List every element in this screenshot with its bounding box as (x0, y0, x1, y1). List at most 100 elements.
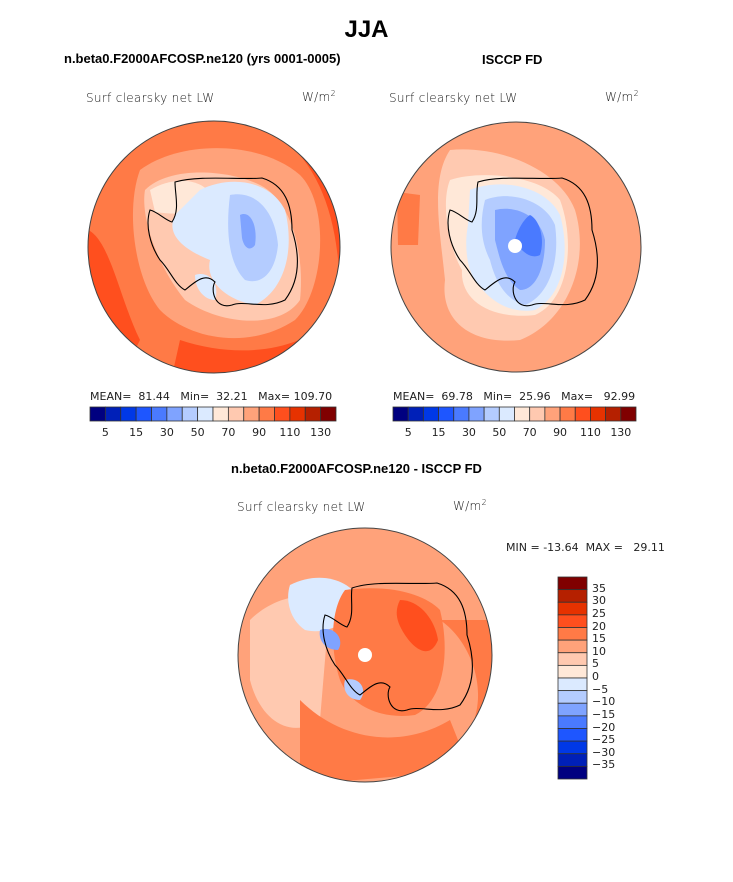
panel3-variable-label: Surf clearsky net LW (237, 500, 366, 514)
panel2-title: ISCCP FD (482, 52, 543, 67)
colorbar-3-tick-label: 0 (592, 670, 599, 683)
main-title: JJA (344, 16, 389, 43)
colorbar-3-box (557, 664, 588, 679)
colorbar-2-box (468, 406, 485, 422)
colorbar-1-tick-label: 110 (279, 426, 301, 439)
map1-coastline (147, 177, 298, 307)
colorbar-1-box (289, 406, 306, 422)
panel2-units-label: W/m2 (605, 89, 639, 104)
colorbar-2-box (544, 406, 561, 422)
colorbar-1-tick-label: 90 (252, 426, 267, 439)
colorbar-3-tick-label: 15 (592, 632, 606, 646)
colorbar-1-box (197, 406, 214, 422)
panel1-stats: MEAN= 81.44 Min= 32.21 Max= 109.70 (90, 390, 333, 403)
colorbar-2-box (590, 406, 607, 422)
colorbar-2-box (422, 406, 439, 422)
colorbar-3-tick-label: 35 (592, 581, 606, 595)
map2-region-west-high (397, 192, 420, 245)
colorbar-2-box (620, 406, 637, 422)
colorbar-1-box (89, 406, 106, 422)
panel3-units-label: W/m2 (453, 498, 487, 513)
map2-boundary (390, 121, 642, 373)
colorbar-2-box (392, 406, 409, 422)
panel3-title: n.beta0.F2000AFCOSP.ne120 - ISCCP FD (231, 461, 482, 476)
colorbar-3-box (557, 765, 588, 780)
colorbar-1-box (304, 406, 322, 422)
colorbar-1-tick-label: 30 (159, 426, 174, 439)
colorbar-2-box (529, 406, 546, 422)
colorbar-3-tick-label: 10 (592, 644, 606, 658)
colorbar-2-box (574, 406, 591, 422)
map3-region-south (300, 700, 470, 782)
colorbar-3-box (557, 576, 588, 591)
colorbar-3 (557, 576, 588, 780)
colorbar-2-tick-label: 15 (431, 426, 446, 439)
colorbar-2-tick-label: 70 (522, 426, 537, 439)
colorbar-1-box (120, 406, 137, 422)
colorbar-3-box (557, 740, 588, 755)
colorbar-2-box (438, 406, 455, 422)
colorbar-1-box (166, 406, 183, 422)
colorbar-2-box (407, 406, 424, 422)
colorbar-3-tick-label: 25 (592, 606, 606, 620)
colorbar-2-tick-label: 130 (610, 426, 632, 439)
colorbar-2-tick-label: 5 (404, 426, 412, 439)
map1-region-dome (240, 214, 256, 249)
colorbar-3-box (557, 702, 588, 717)
map3-region-east (440, 620, 492, 730)
colorbar-2-box (605, 406, 622, 422)
map3-pole-missing (358, 648, 372, 662)
panel2-stats: MEAN= 69.78 Min= 25.96 Max= 92.99 (393, 390, 636, 403)
colorbar-1-box (243, 406, 260, 422)
colorbar-3-box (557, 601, 588, 616)
colorbar-2 (392, 406, 637, 422)
colorbar-1-box (227, 406, 245, 422)
colorbar-3-tick-label: −35 (592, 758, 616, 772)
panel3-stats: MIN = -13.64 MAX = 29.11 (506, 541, 665, 554)
map1-field (88, 121, 340, 373)
map3-field (238, 528, 492, 782)
colorbar-3-tick-label: −10 (592, 695, 616, 709)
colorbar-3-box (557, 715, 588, 729)
colorbar-1-box (181, 406, 199, 422)
colorbar-1-box (212, 406, 229, 422)
colorbar-3-tick-label: −5 (592, 682, 609, 696)
colorbar-3-box (557, 614, 588, 628)
map3-region-peninsula-neg (319, 629, 341, 650)
map3-boundary (237, 527, 493, 783)
colorbar-3-box (557, 690, 588, 704)
colorbar-3-box (557, 652, 588, 666)
colorbar-2-box (559, 406, 576, 422)
panel2-variable-label: Surf clearsky net LW (389, 91, 518, 105)
colorbar-2-tick-label: 90 (553, 426, 568, 439)
colorbar-2-box (514, 406, 531, 422)
colorbar-2-tick-label: 30 (461, 426, 476, 439)
colorbar-2-box (483, 406, 500, 422)
colorbar-3-tick-label: −30 (592, 745, 616, 759)
colorbar-1-box (258, 406, 275, 422)
colorbar-1-tick-label: 130 (310, 426, 332, 439)
map1-region-ross (195, 274, 217, 300)
colorbar-1-tick-label: 50 (190, 426, 205, 439)
colorbar-1-box (151, 406, 168, 422)
colorbar-3-box (557, 639, 588, 654)
colorbar-1-box (320, 406, 337, 422)
colorbar-3-box (557, 728, 588, 742)
colorbar-3-tick-label: −20 (592, 720, 616, 734)
colorbar-1-box (104, 406, 122, 422)
colorbar-2-box (498, 406, 515, 422)
colorbar-1-tick-label: 70 (221, 426, 236, 439)
colorbar-3-tick-label: 20 (592, 619, 606, 633)
colorbar-3-box (557, 677, 588, 692)
colorbar-3-tick-label: −25 (592, 733, 616, 747)
map3-region-east-high (396, 600, 438, 652)
panel1-title: n.beta0.F2000AFCOSP.ne120 (yrs 0001-0005… (64, 51, 341, 66)
map2-coastline (447, 177, 598, 307)
colorbar-1-box (274, 406, 291, 422)
colorbar-1 (89, 406, 337, 422)
panel1-variable-label: Surf clearsky net LW (86, 91, 215, 105)
panel1-units-label: W/m2 (302, 89, 336, 104)
colorbar-3-tick-label: 30 (592, 594, 606, 608)
colorbar-2-box (453, 406, 470, 422)
